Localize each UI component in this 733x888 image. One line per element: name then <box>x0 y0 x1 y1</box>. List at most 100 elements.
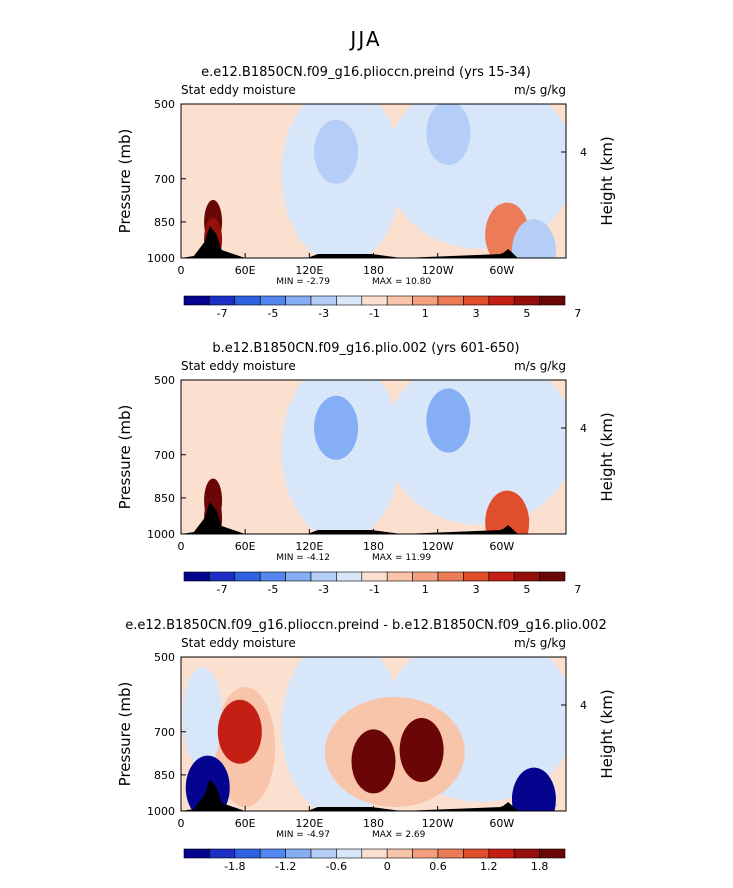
colorbar-swatch <box>386 848 413 859</box>
min-label: MIN = -4.97 <box>276 830 330 840</box>
y-tick-label: 700 <box>154 173 175 186</box>
chart-title: b.e12.B1850CN.f09_g16.plio.002 (yrs 601-… <box>212 341 519 356</box>
colorbar-swatch <box>361 571 388 582</box>
colorbar-swatch <box>209 295 236 306</box>
colorbar-swatch <box>183 848 210 859</box>
x-tick-label: 180 <box>363 817 384 830</box>
colorbar-tick-label: -3 <box>318 583 329 596</box>
colorbar-swatch <box>488 848 515 859</box>
x-tick-label: 0 <box>178 817 185 830</box>
x-tick-label: 60E <box>235 817 256 830</box>
panel-label-right: m/s g/kg <box>514 359 566 373</box>
y-axis-label: Pressure (mb) <box>116 129 134 234</box>
colorbar-swatch <box>259 295 286 306</box>
colorbar-tick-label: -1 <box>369 307 380 320</box>
max-label: MAX = 11.99 <box>372 553 431 563</box>
right-axis-label: Height (km) <box>598 136 616 225</box>
y-tick-label: 850 <box>154 769 175 782</box>
colorbar-tick-label: -5 <box>267 307 278 320</box>
x-tick-label: 120W <box>422 540 454 553</box>
terrain <box>181 226 534 258</box>
colorbar-tick-label: 1 <box>422 583 429 596</box>
region <box>324 697 465 807</box>
colorbar-swatch <box>539 571 566 582</box>
x-tick-label: 120E <box>295 264 323 277</box>
terrain <box>181 779 534 811</box>
y-tick-label: 500 <box>154 98 175 111</box>
y-axis-label: Pressure (mb) <box>116 405 134 510</box>
y-tick-label: 1000 <box>147 528 175 541</box>
colorbar-swatch <box>437 848 464 859</box>
colorbar-tick-label: 1.8 <box>531 860 549 873</box>
panel-label-right: m/s g/kg <box>514 83 566 97</box>
colorbar-swatch <box>209 571 236 582</box>
x-tick-label: 120W <box>422 264 454 277</box>
feature <box>511 767 556 811</box>
x-tick-label: 60E <box>235 540 256 553</box>
chart-panel-1: e.e12.B1850CN.f09_g16.plioccn.preind (yr… <box>116 65 616 320</box>
x-tick-label: 60W <box>489 264 514 277</box>
feature <box>426 388 471 453</box>
feature <box>314 395 359 460</box>
feature <box>217 699 262 764</box>
colorbar-swatch <box>488 571 515 582</box>
feature <box>399 718 444 783</box>
colorbar-swatch <box>336 295 363 306</box>
right-tick-label: 4 <box>580 146 587 159</box>
colorbar-tick-label: 3 <box>473 307 480 320</box>
y-axis-label: Pressure (mb) <box>116 682 134 787</box>
colorbar-swatch <box>539 295 566 306</box>
colorbar-swatch <box>463 848 490 859</box>
x-tick-label: 180 <box>363 540 384 553</box>
colorbar-swatch <box>310 571 337 582</box>
x-tick-label: 120W <box>422 817 454 830</box>
colorbar: -7 -5 -3 -1 1 3 5 7 <box>183 571 581 596</box>
chart-title: e.e12.B1850CN.f09_g16.plioccn.preind - b… <box>125 618 606 633</box>
colorbar-tick-label: 0.6 <box>429 860 447 873</box>
feature <box>426 104 471 166</box>
colorbar-tick-label: -1.8 <box>224 860 245 873</box>
colorbar-swatch <box>437 295 464 306</box>
colorbar-swatch <box>412 848 439 859</box>
y-tick-label: 700 <box>154 726 175 739</box>
colorbar-tick-label: 1 <box>422 307 429 320</box>
feature <box>485 490 530 534</box>
colorbar-tick-label: 3 <box>473 583 480 596</box>
x-tick-label: 0 <box>178 540 185 553</box>
x-tick-label: 60E <box>235 264 256 277</box>
colorbar-swatch <box>463 295 490 306</box>
x-tick-label: 180 <box>363 264 384 277</box>
min-label: MIN = -4.12 <box>276 553 330 563</box>
colorbar-swatch <box>513 848 540 859</box>
y-tick-label: 850 <box>154 492 175 505</box>
plot-area <box>181 104 566 258</box>
y-tick-label: 700 <box>154 449 175 462</box>
right-tick-label: 4 <box>580 422 587 435</box>
region <box>182 667 223 767</box>
colorbar-tick-label: -7 <box>217 583 228 596</box>
chart-panel-2: b.e12.B1850CN.f09_g16.plio.002 (yrs 601-… <box>116 341 616 596</box>
colorbar-tick-label: -1 <box>369 583 380 596</box>
right-tick-label: 4 <box>580 699 587 712</box>
plot-area <box>181 657 566 811</box>
y-tick-label: 500 <box>154 651 175 664</box>
colorbar-swatch <box>234 571 261 582</box>
colorbar-tick-label: 5 <box>523 307 530 320</box>
colorbar-swatch <box>234 848 261 859</box>
terrain <box>181 502 534 534</box>
colorbar-swatch <box>513 295 540 306</box>
right-axis-label: Height (km) <box>598 689 616 778</box>
y-tick-label: 1000 <box>147 805 175 818</box>
colorbar-tick-label: -0.6 <box>326 860 347 873</box>
colorbar-tick-label: -1.2 <box>275 860 296 873</box>
chart-title: e.e12.B1850CN.f09_g16.plioccn.preind (yr… <box>201 65 531 80</box>
colorbar-swatch <box>336 571 363 582</box>
panel-label-left: Stat eddy moisture <box>181 359 296 373</box>
feature <box>511 219 556 258</box>
x-tick-label: 0 <box>178 264 185 277</box>
feature <box>314 119 359 184</box>
colorbar-swatch <box>539 848 566 859</box>
colorbar: -1.8 -1.2 -0.6 0 0.6 1.2 1.8 <box>183 848 566 873</box>
colorbar-swatch <box>310 848 337 859</box>
